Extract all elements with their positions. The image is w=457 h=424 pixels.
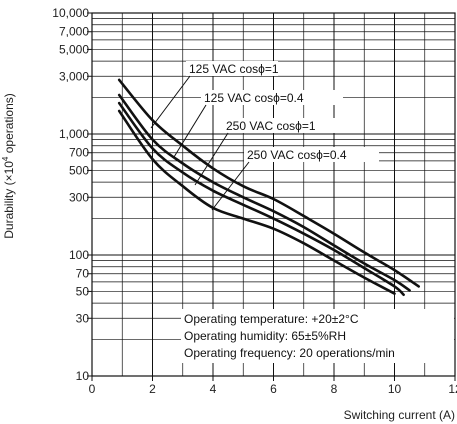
x-tick-label: 8 — [331, 382, 338, 396]
y-tick-label: 10,000 — [52, 6, 89, 20]
operating-conditions: Operating temperature: +20±2°C Operating… — [181, 309, 454, 363]
series-group — [117, 78, 420, 296]
series-line-2 — [117, 93, 411, 292]
x-tick-label: 0 — [89, 382, 96, 396]
x-tick-label: 10 — [388, 382, 402, 396]
series-line-1 — [117, 78, 420, 288]
series-label-2: 125 VAC cosϕ=0.4 — [204, 91, 304, 105]
x-tick-label: 4 — [210, 382, 217, 396]
tick-labels: 0 2 4 6 8 10 12 10 30 50 70 100 300 500 700 1,000 3,000 5… — [52, 6, 457, 396]
leader-line-2 — [173, 104, 207, 158]
y-tick-label: 50 — [76, 284, 90, 298]
y-tick-label: 3,000 — [59, 69, 89, 83]
x-tick-label: 2 — [149, 382, 156, 396]
y-tick-label: 70 — [76, 267, 90, 281]
y-tick-label: 10 — [76, 369, 90, 383]
leader-line-4 — [211, 161, 250, 211]
y-tick-label: 500 — [69, 163, 89, 177]
series-labels: 125 VAC cosϕ=1 125 VAC cosϕ=0.4 250 VAC … — [150, 61, 379, 211]
operating-humidity-text: Operating humidity: 65±5%RH — [184, 329, 346, 343]
x-tick-label: 6 — [270, 382, 277, 396]
y-tick-label: 100 — [69, 248, 89, 262]
leader-line-1 — [150, 75, 191, 129]
y-tick-label: 7,000 — [59, 25, 89, 39]
series-label-1: 125 VAC cosϕ=1 — [189, 62, 279, 76]
series-label-3: 250 VAC cosϕ=1 — [226, 119, 316, 133]
y-tick-label: 300 — [69, 190, 89, 204]
y-axis-title: Durability (×104 operations) — [1, 93, 16, 239]
y-tick-label: 30 — [76, 311, 90, 325]
leader-line-3 — [194, 132, 229, 186]
operating-temperature-text: Operating temperature: +20±2°C — [184, 312, 359, 326]
x-axis-title: Switching current (A) — [344, 408, 455, 422]
y-tick-label: 1,000 — [59, 127, 89, 141]
y-tick-label: 700 — [69, 146, 89, 160]
operating-frequency-text: Operating frequency: 20 operations/min — [184, 346, 395, 360]
series-label-4: 250 VAC cosϕ=0.4 — [247, 148, 347, 162]
x-tick-label: 12 — [448, 382, 457, 396]
y-tick-label: 5,000 — [59, 42, 89, 56]
series-line-3 — [117, 101, 405, 296]
series-line-4 — [117, 109, 396, 295]
